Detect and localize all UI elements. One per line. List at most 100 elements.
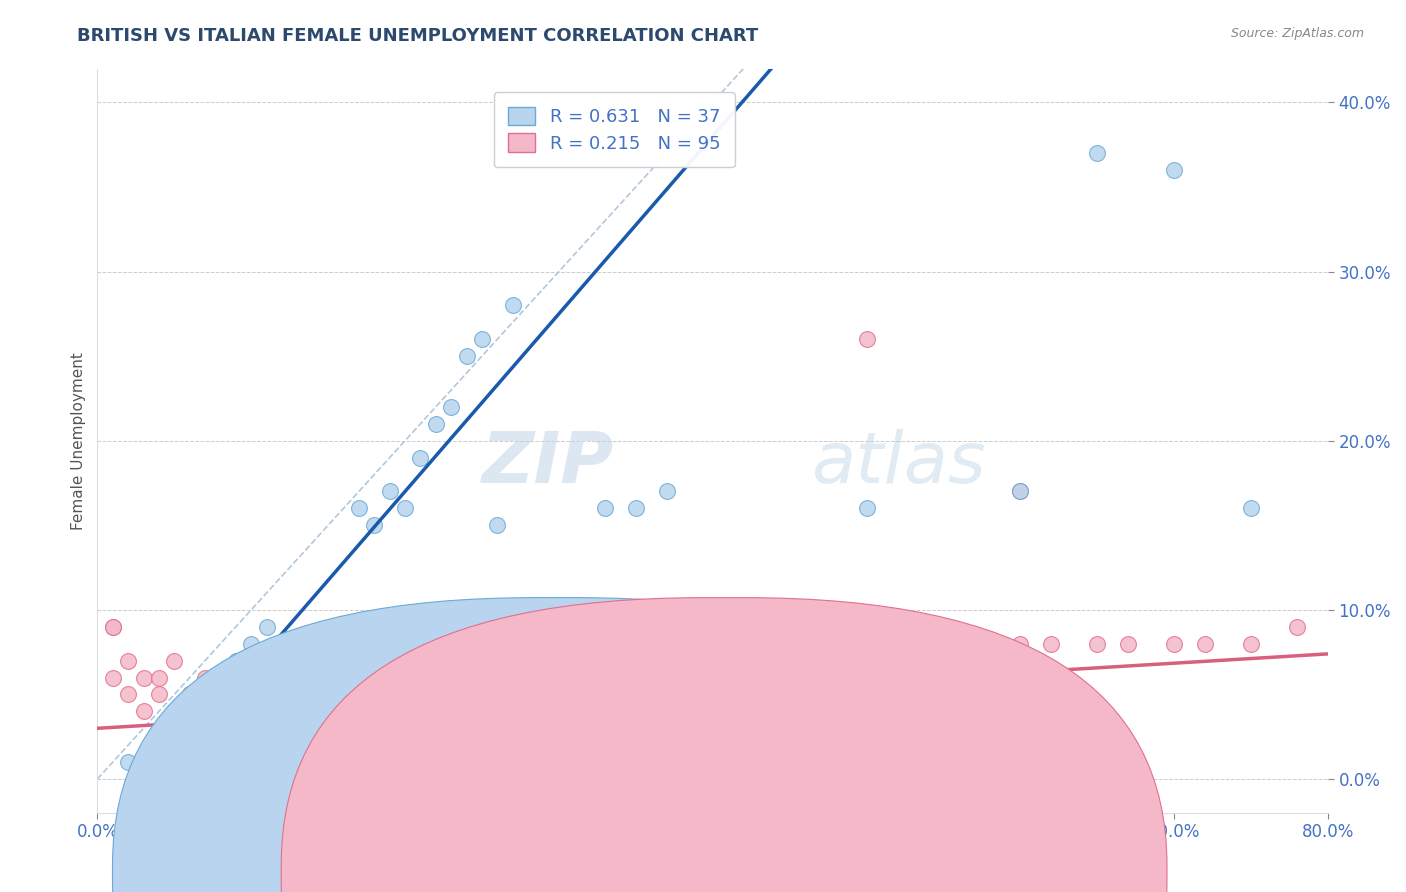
- Point: [456, 705, 478, 719]
- Point: [1194, 637, 1216, 651]
- Point: [609, 688, 631, 702]
- Text: BRITISH VS ITALIAN FEMALE UNEMPLOYMENT CORRELATION CHART: BRITISH VS ITALIAN FEMALE UNEMPLOYMENT C…: [77, 27, 759, 45]
- Point: [163, 705, 186, 719]
- Point: [901, 671, 924, 685]
- Point: [578, 688, 600, 702]
- Point: [502, 298, 524, 312]
- Point: [624, 501, 647, 516]
- Point: [363, 518, 385, 533]
- Point: [578, 637, 600, 651]
- Point: [533, 671, 555, 685]
- Point: [163, 654, 186, 668]
- Point: [1085, 637, 1108, 651]
- Point: [301, 705, 323, 719]
- Point: [547, 637, 569, 651]
- Point: [240, 688, 263, 702]
- Point: [347, 501, 370, 516]
- Point: [1240, 501, 1263, 516]
- Point: [225, 671, 247, 685]
- Point: [640, 688, 662, 702]
- Point: [932, 637, 955, 651]
- Point: [117, 688, 139, 702]
- Point: [948, 654, 970, 668]
- Point: [655, 484, 678, 499]
- Point: [717, 671, 740, 685]
- Point: [855, 637, 877, 651]
- Point: [671, 688, 693, 702]
- Point: [932, 654, 955, 668]
- Point: [163, 738, 186, 752]
- Point: [917, 654, 939, 668]
- Point: [378, 671, 401, 685]
- Point: [547, 688, 569, 702]
- Point: [963, 654, 986, 668]
- Point: [394, 620, 416, 634]
- Point: [409, 450, 432, 465]
- Point: [271, 654, 294, 668]
- Point: [347, 671, 370, 685]
- Point: [855, 332, 877, 346]
- Text: atlas: atlas: [811, 428, 986, 498]
- Point: [686, 671, 709, 685]
- Point: [209, 688, 232, 702]
- Point: [655, 671, 678, 685]
- Point: [101, 671, 124, 685]
- Point: [593, 671, 616, 685]
- Legend: R = 0.631   N = 37, R = 0.215   N = 95: R = 0.631 N = 37, R = 0.215 N = 95: [494, 93, 735, 167]
- Point: [748, 654, 770, 668]
- Point: [440, 400, 463, 414]
- Point: [101, 620, 124, 634]
- Point: [271, 671, 294, 685]
- Point: [502, 671, 524, 685]
- Text: Source: ZipAtlas.com: Source: ZipAtlas.com: [1230, 27, 1364, 40]
- Point: [271, 688, 294, 702]
- Point: [593, 501, 616, 516]
- Point: [870, 654, 893, 668]
- Point: [132, 705, 155, 719]
- Point: [256, 620, 278, 634]
- Point: [562, 671, 585, 685]
- Point: [1240, 637, 1263, 651]
- Text: Italians: Italians: [772, 856, 831, 874]
- Point: [225, 654, 247, 668]
- Point: [517, 603, 540, 617]
- Point: [301, 755, 323, 769]
- Point: [148, 688, 170, 702]
- Point: [240, 705, 263, 719]
- Point: [117, 654, 139, 668]
- Point: [409, 671, 432, 685]
- Point: [194, 688, 217, 702]
- Point: [179, 688, 201, 702]
- Point: [378, 705, 401, 719]
- Point: [285, 705, 308, 719]
- Point: [256, 688, 278, 702]
- Point: [240, 637, 263, 651]
- Point: [794, 671, 817, 685]
- Point: [301, 688, 323, 702]
- Point: [378, 484, 401, 499]
- Point: [117, 755, 139, 769]
- Point: [456, 349, 478, 363]
- Point: [194, 671, 217, 685]
- Point: [979, 654, 1001, 668]
- Point: [316, 688, 339, 702]
- Point: [886, 654, 908, 668]
- Point: [394, 688, 416, 702]
- Point: [624, 671, 647, 685]
- Point: [486, 688, 509, 702]
- Text: British: British: [606, 856, 659, 874]
- Point: [316, 671, 339, 685]
- Point: [1163, 163, 1185, 178]
- Point: [533, 603, 555, 617]
- Point: [225, 705, 247, 719]
- Point: [763, 671, 786, 685]
- Point: [1163, 637, 1185, 651]
- Point: [316, 738, 339, 752]
- Point: [1040, 637, 1063, 651]
- Point: [471, 332, 494, 346]
- Point: [824, 671, 846, 685]
- Point: [1116, 637, 1139, 651]
- Point: [332, 738, 354, 752]
- Point: [855, 501, 877, 516]
- Point: [1286, 620, 1309, 634]
